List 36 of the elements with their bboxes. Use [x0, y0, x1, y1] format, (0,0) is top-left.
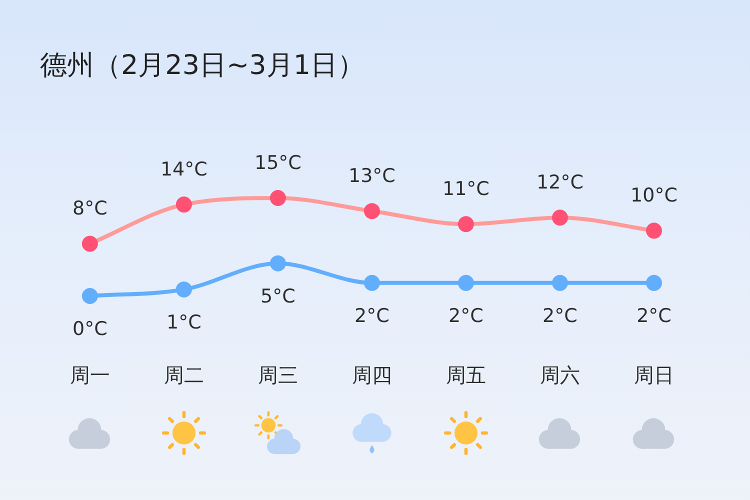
- x-tick-label: 周一: [70, 363, 110, 388]
- data-label: 15°C: [254, 152, 302, 174]
- point: [270, 190, 286, 206]
- data-label: 2°C: [636, 304, 672, 327]
- point: [270, 255, 286, 272]
- point: [176, 281, 192, 298]
- point: [458, 274, 474, 291]
- x-tick-label: 周四: [352, 363, 392, 388]
- data-label: 5°C: [260, 285, 296, 308]
- chart-title: 德州（2月23日~3月1日）: [40, 49, 365, 83]
- point: [552, 210, 568, 226]
- data-label: 2°C: [354, 304, 390, 327]
- data-label: 8°C: [72, 198, 108, 220]
- point: [82, 288, 98, 304]
- point: [176, 196, 192, 213]
- point: [364, 203, 380, 220]
- point: [82, 236, 98, 252]
- x-tick-label: 周三: [258, 363, 298, 388]
- data-label: 13°C: [348, 165, 396, 188]
- data-label: 10°C: [630, 184, 678, 207]
- point: [552, 274, 568, 291]
- point: [646, 274, 662, 291]
- data-label: 14°C: [160, 158, 208, 180]
- point: [458, 216, 474, 232]
- data-label: 2°C: [542, 304, 578, 327]
- data-label: 11°C: [442, 178, 490, 200]
- data-label: 12°C: [536, 172, 584, 194]
- data-label: 2°C: [448, 304, 484, 327]
- x-tick-label: 周六: [540, 363, 580, 388]
- x-tick-label: 周日: [634, 363, 674, 388]
- data-label: 0°C: [72, 318, 108, 340]
- x-tick-label: 周五: [446, 363, 486, 388]
- x-tick-label: 周二: [164, 363, 204, 388]
- point: [364, 274, 380, 291]
- data-label: 1°C: [166, 311, 202, 334]
- point: [646, 222, 662, 239]
